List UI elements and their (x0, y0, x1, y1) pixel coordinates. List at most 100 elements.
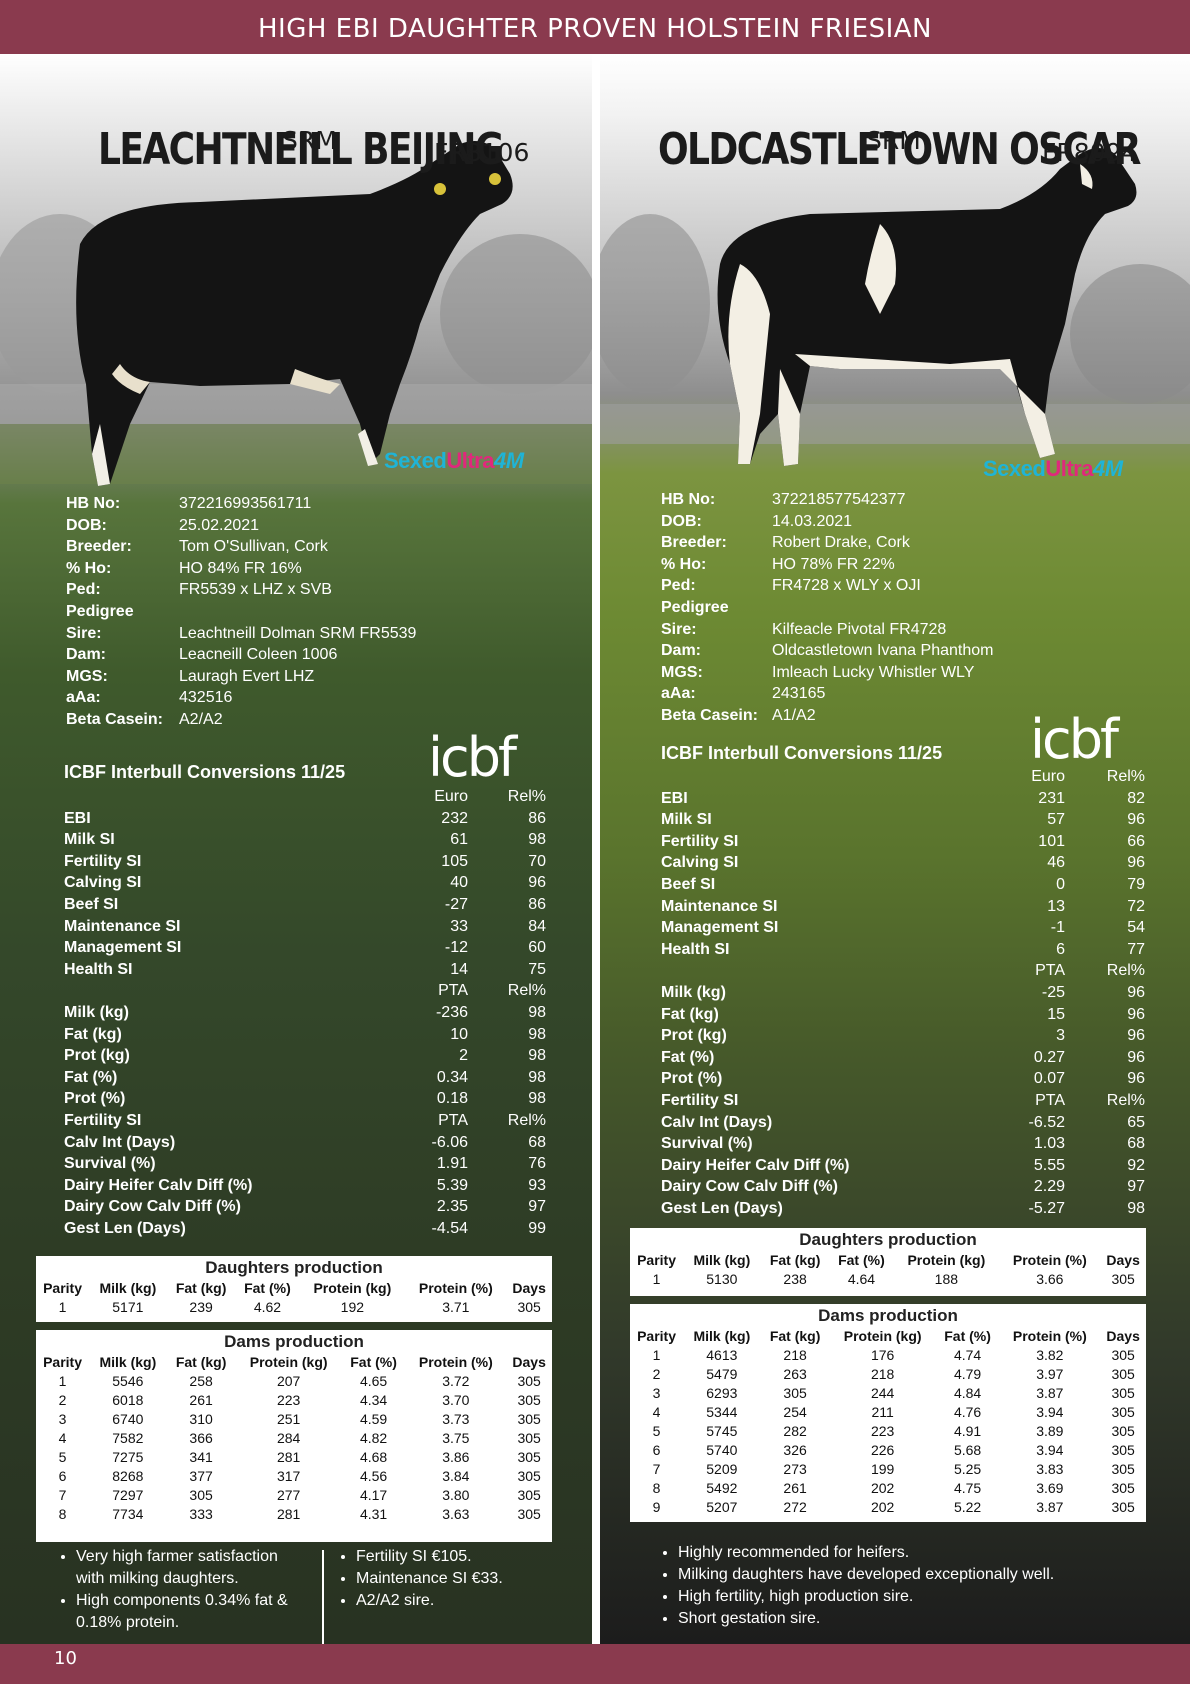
stat-reliability: 96 (1127, 983, 1145, 1001)
stat-row: Health SI 14 75 (64, 959, 546, 981)
table-cell: 7734 (112, 1505, 144, 1522)
table-cell: 226 (870, 1441, 895, 1458)
stat-value: 5.39 (436, 1176, 468, 1194)
table-cell: 3.87 (1036, 1384, 1064, 1401)
stat-value: -4.54 (431, 1219, 468, 1237)
column-header: Protein (%) (1012, 1251, 1087, 1268)
stat-label: Fat (%) (661, 1048, 715, 1066)
info-row: Dam: Leacneill Coleen 1006 (66, 644, 416, 666)
stat-reliability: 86 (528, 895, 546, 913)
stat-reliability: 93 (528, 1176, 546, 1194)
stat-reliability: Rel% (507, 788, 546, 805)
table-cell: 3.63 (442, 1505, 470, 1522)
bull-name: OLDCASTLETOWN OSCAR (658, 124, 1141, 175)
stat-label: Dairy Cow Calv Diff (%) (64, 1198, 241, 1216)
stat-value: Euro (1031, 768, 1065, 785)
table-cell: 3.73 (442, 1410, 470, 1427)
table-cell: 261 (783, 1479, 807, 1496)
stat-row: PTA Rel% (64, 980, 546, 1002)
info-row: % Ho: HO 78% FR 22% (661, 554, 993, 576)
table-cell: 3.89 (1036, 1422, 1064, 1439)
table-row: 1 5546 258 207 4.65 3.72 305 (36, 1371, 552, 1390)
column-header: Milk (kg) (99, 1279, 157, 1296)
info-value: FR5539 x LHZ x SVB (179, 581, 332, 599)
info-label: aAa: (66, 689, 101, 707)
stat-row: Dairy Cow Calv Diff (%) 2.35 97 (64, 1196, 546, 1218)
table-cell: 3.83 (1036, 1460, 1064, 1477)
table-cell: 3.80 (442, 1486, 470, 1503)
table-cell: 1 (58, 1372, 67, 1389)
table-cell: 326 (783, 1441, 807, 1458)
table-cell: 305 (517, 1467, 541, 1484)
stat-label: Fertility SI (661, 1091, 739, 1109)
table-cell: 5745 (706, 1422, 738, 1439)
stat-row: Fertility SI 101 66 (661, 831, 1145, 853)
table-row: 8 5492 261 202 4.75 3.69 305 (630, 1478, 1146, 1497)
table-cell: 7297 (112, 1486, 144, 1503)
stat-reliability: 96 (1127, 1048, 1145, 1066)
table-row: 7 7297 305 277 4.17 3.80 305 (36, 1485, 552, 1504)
stat-row: EBI 231 82 (661, 788, 1145, 810)
info-label: Beta Casein: (661, 706, 758, 724)
table-cell: 6740 (112, 1410, 144, 1427)
table-cell: 281 (276, 1448, 301, 1465)
table-cell: 5.68 (953, 1441, 982, 1458)
bullet-item: Milking daughters have developed excepti… (678, 1564, 1138, 1586)
stat-reliability: 99 (528, 1219, 546, 1237)
stat-label: Fat (kg) (661, 1005, 719, 1023)
table-row: 1 5130 238 4.64 188 3.66 305 (630, 1269, 1146, 1288)
table-header-row: Parity Milk (kg) Fat (kg) Protein (kg) Fat (… (630, 1326, 1146, 1345)
stat-row: Fertility SI 105 70 (64, 851, 546, 873)
table-cell: 305 (189, 1486, 213, 1503)
table-cell: 5207 (706, 1498, 738, 1515)
info-value: HO 78% FR 22% (772, 555, 895, 573)
info-label: Ped: (661, 577, 696, 595)
stat-row: Calving SI 46 96 (661, 852, 1145, 874)
left-bull-panel: LEACHTNEILL BEIJING FR8106 SRM SexedUltr… (0, 54, 592, 1644)
stat-label: Fat (kg) (64, 1025, 122, 1043)
table-cell: 251 (276, 1410, 301, 1427)
bullet-item: Fertility SI €105. (356, 1546, 556, 1568)
column-header: Protein (kg) (843, 1327, 922, 1344)
stat-row: Survival (%) 1.91 76 (64, 1153, 546, 1175)
stat-value: 46 (1047, 854, 1065, 872)
info-label: Sire: (66, 624, 102, 642)
stat-row: Dairy Cow Calv Diff (%) 2.29 97 (661, 1176, 1145, 1198)
info-row: Breeder: Robert Drake, Cork (661, 532, 993, 554)
info-row: HB No: 372216993561711 (66, 493, 416, 515)
stat-reliability: 97 (528, 1198, 546, 1216)
stat-value: 13 (1047, 897, 1065, 915)
table-cell: 3.82 (1036, 1346, 1064, 1363)
table-cell: 366 (189, 1429, 213, 1446)
table-row: 6 8268 377 317 4.56 3.84 305 (36, 1466, 552, 1485)
stat-row: Survival (%) 1.03 68 (661, 1133, 1145, 1155)
table-cell: 3.86 (442, 1448, 470, 1465)
column-header: Protein (kg) (313, 1279, 392, 1296)
stat-label: Milk (kg) (661, 983, 726, 1001)
production-title: Daughters production (799, 1230, 977, 1249)
info-label: DOB: (661, 512, 702, 530)
stat-value: 101 (1038, 832, 1065, 850)
table-row: 4 7582 366 284 4.82 3.75 305 (36, 1428, 552, 1447)
info-label: HB No: (661, 491, 716, 508)
stat-row: Prot (%) 0.18 98 (64, 1088, 546, 1110)
stat-value: -1 (1050, 919, 1065, 937)
table-header-row: Parity Milk (kg) Fat (kg) Fat (%) Protein (k… (630, 1250, 1146, 1269)
stat-value: PTA (1035, 1091, 1065, 1109)
table-row: 7 5209 273 199 5.25 3.83 305 (630, 1459, 1146, 1478)
bullet-list: Highly recommended for heifers.Milking d… (658, 1542, 1138, 1630)
table-cell: 305 (1111, 1365, 1135, 1382)
bullet-list: Fertility SI €105.Maintenance SI €33.A2/… (336, 1546, 556, 1612)
bullet-divider (322, 1550, 324, 1644)
table-cell: 305 (517, 1372, 541, 1389)
column-header: Fat (kg) (769, 1251, 821, 1268)
table-cell: 6018 (112, 1391, 144, 1408)
daughters-production-box: Daughters production Parity Milk (kg) Fat (… (36, 1256, 552, 1322)
stat-row: Euro Rel% (64, 786, 546, 808)
stat-label: Calv Int (Days) (64, 1133, 176, 1151)
stat-reliability: Rel% (1106, 1091, 1145, 1109)
table-cell: 211 (871, 1403, 894, 1420)
table-cell: 176 (870, 1346, 895, 1363)
table-cell: 238 (783, 1270, 807, 1287)
bull-name-heading: OLDCASTLETOWN OSCAR FR8094 (658, 124, 1190, 175)
